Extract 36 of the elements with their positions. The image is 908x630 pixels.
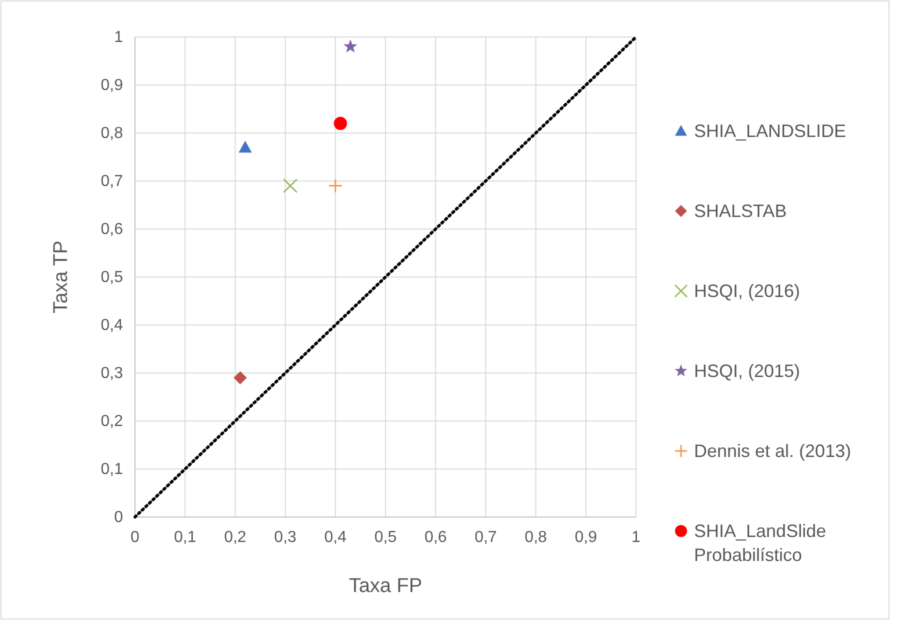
point [238, 140, 252, 153]
point [334, 116, 348, 130]
y-axis-title: Taxa TP [50, 240, 72, 314]
x-tick-label: 0,6 [424, 529, 447, 546]
y-tick-label: 0,1 [100, 461, 124, 478]
x-axis-title: Taxa FP [348, 575, 422, 597]
y-tick-label: 0,7 [100, 173, 124, 190]
y-tick-label: 0,3 [100, 365, 124, 382]
point [344, 39, 358, 52]
y-tick-label: 0 [114, 509, 124, 526]
legend-label: SHIA_LandSlide Probabilístico [694, 521, 826, 565]
x-tick-label: 0,2 [224, 529, 246, 546]
legend-label: HSQI, (2016) [694, 281, 800, 301]
point [328, 178, 343, 194]
legend-label: SHALSTAB [694, 201, 787, 221]
y-tick-label: 0,8 [100, 125, 124, 142]
x-tick-label: 0,3 [274, 529, 297, 546]
x-tick-label: 0 [130, 529, 140, 546]
x-tick-label: 1 [632, 529, 641, 546]
x-tick-label: 0,1 [174, 529, 196, 546]
y-tick-label: 0,9 [100, 77, 124, 94]
point [234, 371, 247, 384]
legend-label: HSQI, (2015) [694, 361, 800, 381]
y-tick-label: 0,2 [100, 413, 124, 430]
x-tick-label: 0,5 [374, 529, 397, 546]
legend-label: Dennis et al. (2013) [694, 441, 852, 461]
x-tick-label: 0,8 [524, 529, 548, 546]
x-tick-label: 0,4 [324, 529, 347, 546]
y-tick-label: 0,4 [100, 317, 124, 334]
y-tick-label: 1 [114, 29, 124, 46]
x-tick-label: 0,9 [574, 529, 598, 546]
x-tick-label: 0,7 [474, 529, 497, 546]
legend-label: SHIA_LANDSLIDE [694, 121, 846, 141]
point [282, 178, 298, 194]
y-tick-label: 0,5 [100, 269, 124, 286]
y-tick-label: 0,6 [100, 221, 124, 238]
